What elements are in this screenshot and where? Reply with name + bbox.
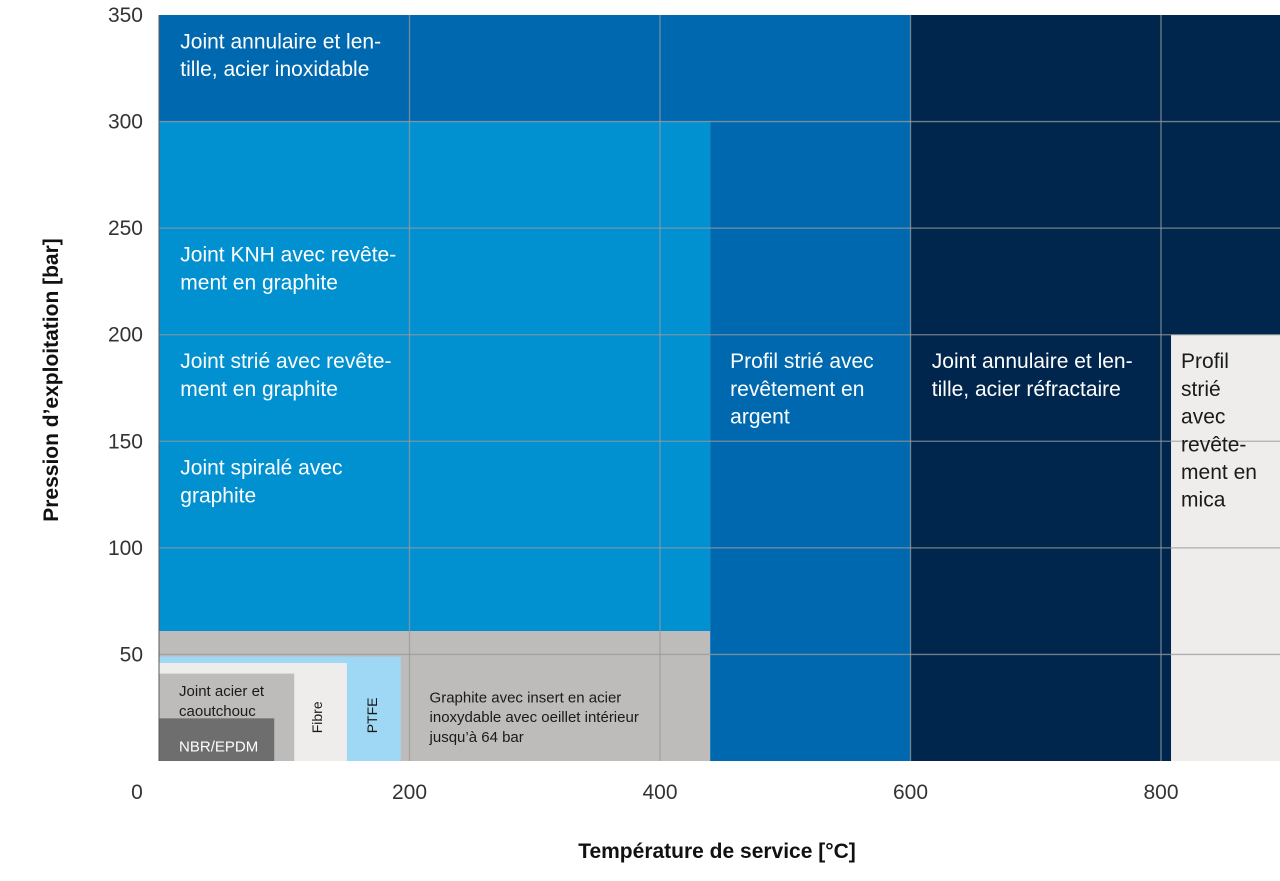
- label-grooved-graphite-line: Joint strié avec revête-: [180, 350, 391, 373]
- label-knh-graphite: Joint KNH avec revête-ment en graphite: [180, 244, 396, 295]
- label-ring-lens-refractory-line: tille, acier réfractaire: [932, 378, 1121, 401]
- label-grooved-silver: Profil strié avec revêtement en argent: [730, 350, 874, 428]
- label-spiral-graphite-line: Joint spiralé avec: [180, 457, 342, 480]
- tick-labels-layer: 50 100 150 200 250 300 350 0 200 400 600 800: [108, 4, 1179, 804]
- label-knh-graphite-line: Joint KNH avec revête-: [180, 244, 396, 267]
- region-labels-layer: Joint annulaire et len-tille, acier inox…: [179, 30, 1257, 755]
- y-tick-label-200: 200: [108, 324, 143, 347]
- y-tick-label-250: 250: [108, 217, 143, 240]
- y-axis-title: Pression d’exploitation [bar]: [40, 238, 63, 522]
- region-dark-nbr: [159, 718, 275, 761]
- label-ptfe: PTFE: [364, 698, 380, 734]
- label-graphite-insert-line: jusqu’à 64 bar: [429, 729, 524, 746]
- label-graphite-insert-line: Graphite avec insert en acier: [430, 689, 622, 706]
- label-grooved-silver-line: revêtement en: [730, 378, 864, 401]
- label-graphite-insert: Graphite avec insert en acier inoxydable …: [429, 689, 639, 746]
- label-ring-lens-refractory: Joint annulaire et len-tille, acier réfr…: [932, 350, 1133, 401]
- label-grooved-silver-line: Profil strié avec: [730, 350, 874, 373]
- label-graphite-insert-line: inoxydable avec oeillet intérieur: [430, 709, 639, 726]
- label-grooved-mica-line: ment en: [1181, 461, 1257, 484]
- label-grooved-graphite-line: ment en graphite: [180, 378, 338, 401]
- region-blue-top: [159, 15, 911, 122]
- label-spiral-graphite-line: graphite: [180, 484, 256, 507]
- label-ring-lens-stainless: Joint annulaire et len-tille, acier inox…: [180, 30, 381, 81]
- y-tick-label-350: 350: [108, 4, 143, 27]
- x-axis-title: Température de service [°C]: [578, 840, 856, 863]
- x-tick-label-600: 600: [893, 781, 928, 804]
- label-knh-graphite-line: ment en graphite: [180, 271, 338, 294]
- label-ring-lens-refractory-line: Joint annulaire et len-: [932, 350, 1133, 373]
- label-grooved-mica-line: mica: [1181, 489, 1226, 512]
- label-grooved-mica-line: Profil: [1181, 350, 1229, 373]
- label-ring-lens-stainless-line: tille, acier inoxidable: [180, 58, 369, 81]
- label-grooved-mica: Profil strié avec revête-ment en mica: [1181, 350, 1257, 512]
- x-tick-label-800: 800: [1143, 781, 1178, 804]
- label-nbr-epdm: NBR/EPDM: [179, 738, 258, 755]
- y-tick-label-150: 150: [108, 430, 143, 453]
- label-grooved-mica-line: avec: [1181, 406, 1225, 429]
- label-spiral-graphite: Joint spiralé avec graphite: [180, 457, 342, 508]
- y-tick-label-50: 50: [120, 643, 143, 666]
- grid-layer: [158, 15, 1280, 761]
- label-grooved-mica-line: strié: [1181, 378, 1221, 401]
- label-grooved-silver-line: argent: [730, 406, 790, 429]
- label-steel-rubber: Joint acier et caoutchouc: [179, 683, 265, 720]
- label-grooved-graphite: Joint strié avec revête-ment en graphite: [180, 350, 391, 401]
- x-tick-label-0: 0: [131, 781, 143, 804]
- label-nbr-epdm-line: NBR/EPDM: [179, 738, 258, 755]
- label-steel-rubber-line: caoutchouc: [179, 703, 256, 720]
- y-tick-label-100: 100: [108, 537, 143, 560]
- label-steel-rubber-line: Joint acier et: [179, 683, 265, 700]
- label-ring-lens-stainless-line: Joint annulaire et len-: [180, 30, 381, 53]
- label-grooved-mica-line: revête-: [1181, 433, 1246, 456]
- x-tick-label-400: 400: [642, 781, 677, 804]
- y-tick-label-300: 300: [108, 111, 143, 134]
- x-tick-label-200: 200: [392, 781, 427, 804]
- label-fibre: Fibre: [309, 701, 325, 733]
